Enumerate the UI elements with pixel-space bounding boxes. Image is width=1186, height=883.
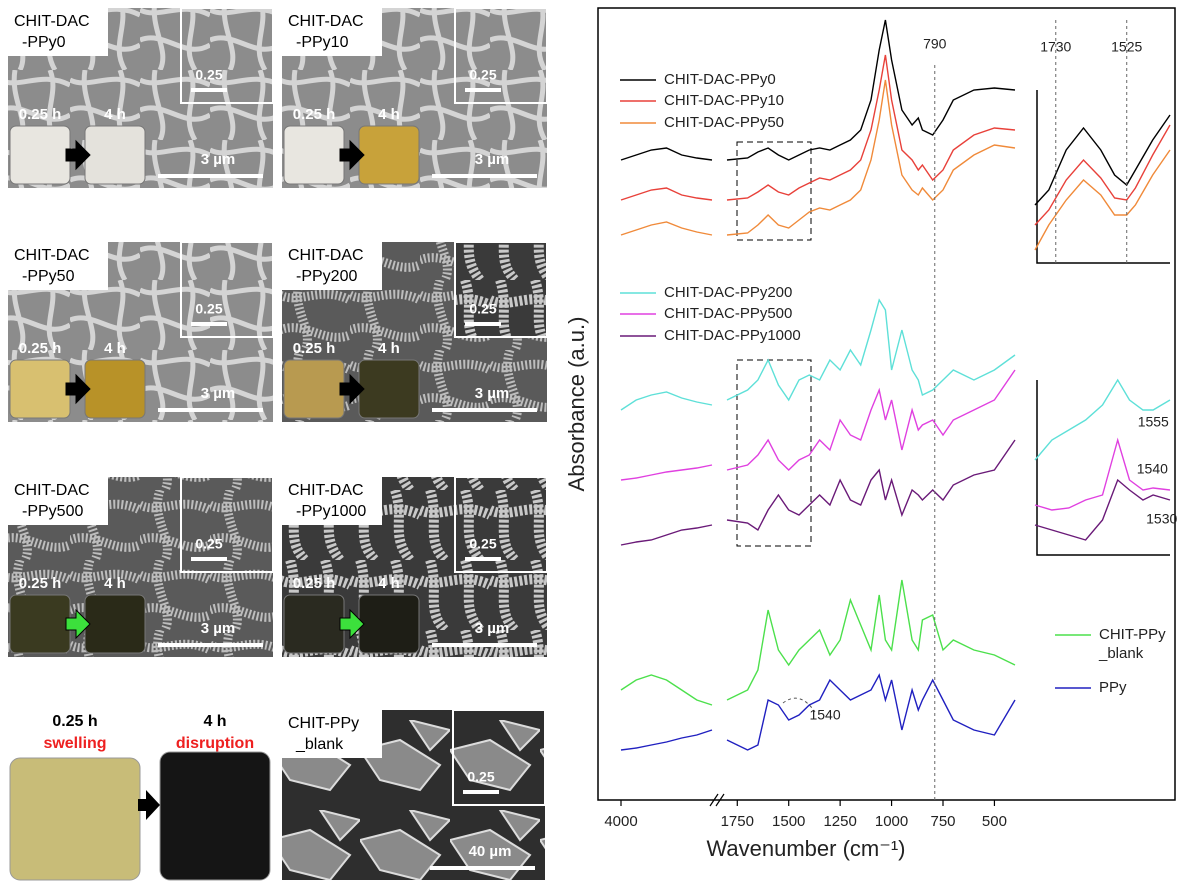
spectrum	[621, 580, 1015, 705]
vial	[85, 360, 145, 418]
vial	[359, 126, 419, 184]
legend-label: PPy	[1099, 678, 1186, 697]
panel-label: -PPy500	[22, 503, 83, 520]
annotation: 1555	[1138, 414, 1169, 430]
vial-label: 4 h	[378, 575, 400, 592]
panel-label: CHIT-DAC	[288, 247, 364, 264]
arrow	[138, 790, 160, 820]
vial-label: 4 h	[378, 340, 400, 357]
annotation: 790	[923, 36, 947, 52]
vial-label: 0.25 h	[19, 340, 62, 357]
panel-label: _blank	[295, 736, 344, 753]
vial-label: 0.25 h	[293, 340, 336, 357]
panel-label: CHIT-DAC	[14, 247, 90, 264]
panel-label: CHIT-DAC	[288, 13, 364, 30]
legend-label: CHIT-DAC-PPy200	[664, 283, 864, 302]
vial	[85, 595, 145, 653]
inset-scale-label: 0.25	[467, 769, 494, 785]
spectrum	[621, 20, 1015, 160]
spectrum	[621, 440, 1015, 545]
annotation: 1540	[1137, 461, 1168, 477]
vial-label: 4 h	[378, 106, 400, 123]
panel-label: -PPy200	[296, 268, 357, 285]
legend-label: CHIT-PPy _blank	[1099, 625, 1179, 663]
vial	[10, 595, 70, 653]
panel-label: CHIT-DAC	[14, 13, 90, 30]
annotation: 1730	[1040, 39, 1071, 55]
legend-label: CHIT-DAC-PPy500	[664, 304, 864, 323]
vial-label: 0.25 h	[19, 575, 62, 592]
vial-label: 0.25 h	[293, 106, 336, 123]
x-tick-label: 750	[930, 813, 955, 830]
inset-scale-label: 0.25	[195, 301, 222, 317]
inset-scale-label: 0.25	[469, 536, 496, 552]
vial	[284, 595, 344, 653]
panel-label: CHIT-DAC	[14, 482, 90, 499]
page: Wavenumber (cm⁻¹) Absorbance (a.u.) CHIT…	[0, 0, 1186, 883]
x-tick-label: 1250	[823, 813, 856, 830]
photo-note: swelling	[43, 735, 106, 752]
panel-label: -PPy1000	[296, 503, 366, 520]
vial-label: 0.25 h	[293, 575, 336, 592]
vial-label: 4 h	[104, 575, 126, 592]
x-tick-label: 4000	[604, 813, 637, 830]
vial	[10, 126, 70, 184]
x-tick-label: 1500	[772, 813, 805, 830]
panel-label: -PPy50	[22, 268, 75, 285]
legend-label: CHIT-DAC-PPy0	[664, 70, 864, 89]
vial	[10, 360, 70, 418]
legend-label: CHIT-DAC-PPy1000	[664, 326, 864, 345]
legend-label: CHIT-DAC-PPy10	[664, 91, 864, 110]
inset-scale-label: 0.25	[469, 67, 496, 83]
inset-axes	[1037, 90, 1170, 263]
inset-scale-label: 0.25	[469, 301, 496, 317]
highlight-box	[737, 360, 811, 546]
scale-label: 3 µm	[201, 385, 236, 402]
scale-label: 3 µm	[475, 151, 510, 168]
vial	[10, 758, 140, 880]
x-axis-label: Wavenumber (cm⁻¹)	[706, 836, 905, 861]
legend-label: CHIT-DAC-PPy50	[664, 113, 864, 132]
annotation: 1540	[809, 707, 840, 723]
scale-label: 3 µm	[475, 620, 510, 637]
x-tick-label: 500	[982, 813, 1007, 830]
y-axis-label: Absorbance (a.u.)	[564, 317, 589, 492]
x-tick-label: 1750	[721, 813, 754, 830]
panel-label: CHIT-PPy	[288, 715, 359, 732]
panel-label: CHIT-DAC	[288, 482, 364, 499]
vial-label: 4 h	[104, 340, 126, 357]
vial	[284, 360, 344, 418]
photo-note: disruption	[176, 735, 254, 752]
scale-label: 3 µm	[201, 151, 236, 168]
inset-scale-label: 0.25	[195, 67, 222, 83]
annotation: 1525	[1111, 39, 1142, 55]
scale-label: 3 µm	[475, 385, 510, 402]
photo-label: 4 h	[203, 713, 226, 730]
vial	[284, 126, 344, 184]
photo-label: 0.25 h	[52, 713, 97, 730]
scale-label: 3 µm	[201, 620, 236, 637]
inset-scale-label: 0.25	[195, 536, 222, 552]
vial	[160, 752, 270, 880]
figure: Wavenumber (cm⁻¹) Absorbance (a.u.) CHIT…	[0, 0, 1186, 883]
panel-label: -PPy10	[296, 34, 349, 51]
spectrum	[621, 370, 1015, 480]
highlight-box	[737, 142, 811, 240]
annotation: 1530	[1146, 511, 1177, 527]
vial-label: 4 h	[104, 106, 126, 123]
x-tick-label: 1000	[875, 813, 908, 830]
panel-label: -PPy0	[22, 34, 66, 51]
vial	[359, 595, 419, 653]
vial	[85, 126, 145, 184]
vial-label: 0.25 h	[19, 106, 62, 123]
vial	[359, 360, 419, 418]
scale-label: 40 µm	[469, 843, 512, 860]
